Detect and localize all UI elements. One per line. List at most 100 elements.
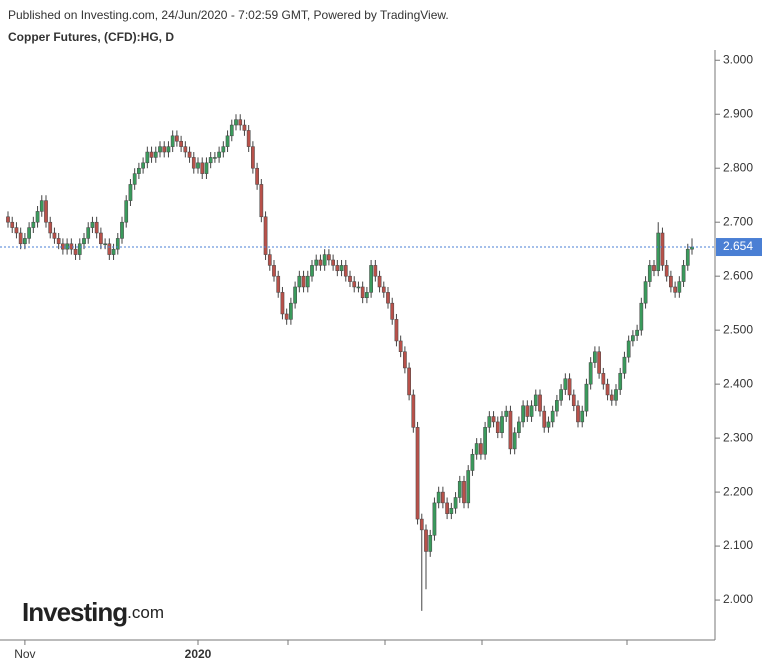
candle-body — [656, 232, 661, 272]
candle-body — [35, 211, 40, 223]
y-tick-label: 2.600 — [723, 268, 753, 282]
candle-body — [14, 227, 19, 234]
candle-body — [635, 329, 639, 336]
candle-body — [664, 265, 669, 277]
candle-body — [322, 254, 327, 266]
logo-main: Investing — [22, 597, 127, 627]
candle-body — [449, 508, 454, 514]
candle-body — [179, 140, 183, 147]
candle-body — [196, 162, 200, 169]
x-tick-label: Nov — [14, 647, 35, 661]
candle-body — [175, 135, 179, 142]
chart-title: Copper Futures, (CFD):HG, D — [8, 30, 174, 44]
candle-body — [327, 254, 331, 261]
published-note: Published on Investing.com, 24/Jun/2020 … — [8, 8, 449, 22]
candle-body — [153, 151, 158, 158]
candle-body — [348, 275, 352, 282]
candle-body — [652, 265, 656, 272]
candle-body — [73, 248, 78, 255]
candle-body — [436, 491, 441, 504]
candle-body — [90, 221, 95, 228]
candle-body — [660, 232, 665, 266]
candle-body — [23, 238, 27, 245]
candle-body — [331, 259, 335, 266]
candle-body — [394, 319, 399, 342]
candle-body — [622, 356, 627, 374]
candle-body — [491, 416, 496, 423]
y-tick-label: 2.900 — [723, 106, 753, 120]
candle-body — [234, 119, 238, 126]
y-tick-label: 2.500 — [723, 322, 753, 336]
candle-body — [86, 227, 91, 239]
candle-body — [208, 157, 213, 164]
candle-body — [77, 243, 82, 255]
candle-body — [276, 275, 281, 293]
y-tick-label: 2.300 — [723, 430, 753, 444]
candle-body — [517, 421, 521, 433]
candle-body — [643, 281, 648, 304]
candle-body — [335, 265, 340, 272]
candle-body — [280, 292, 285, 315]
candle-body — [284, 313, 289, 320]
candle-body — [373, 265, 378, 277]
candle-body — [588, 362, 593, 385]
y-tick-label: 3.000 — [723, 52, 753, 66]
candle-body — [381, 286, 386, 293]
candle-body — [559, 389, 563, 401]
candle-body — [453, 497, 458, 509]
candle-body — [238, 119, 243, 126]
candle-body — [94, 221, 99, 234]
candle-body — [259, 184, 264, 218]
candle-body — [149, 151, 154, 158]
candle-body — [145, 151, 150, 164]
candle-body — [618, 373, 623, 390]
candle-body — [356, 286, 361, 289]
candle-body — [685, 248, 690, 266]
candle-body — [597, 351, 601, 374]
candle-body — [593, 351, 597, 363]
candle-body — [225, 135, 230, 147]
candle-body — [272, 265, 276, 277]
candle-body — [512, 432, 517, 450]
candle-body — [609, 394, 614, 401]
candle-body — [124, 200, 129, 223]
candle-body — [166, 146, 171, 153]
last-price-box — [716, 238, 762, 257]
candle-body — [229, 124, 234, 137]
candle-body — [525, 405, 530, 417]
candle-body — [398, 340, 403, 352]
candle-body — [56, 238, 61, 245]
candle-body — [614, 389, 618, 401]
y-tick-label: 2.100 — [723, 538, 753, 552]
candle-body — [27, 227, 31, 239]
candle-body — [263, 216, 268, 255]
candle-body — [432, 502, 437, 536]
y-tick-label: 2.400 — [723, 376, 753, 390]
candle-body — [529, 405, 534, 417]
candle-body — [352, 281, 357, 288]
candle-body — [297, 275, 302, 288]
candle-body — [65, 243, 69, 250]
candle-body — [495, 421, 500, 433]
candle-body — [339, 265, 344, 272]
candle-body — [533, 394, 538, 406]
candle-body — [647, 265, 652, 282]
candle-body — [310, 265, 314, 277]
candle-body — [386, 292, 390, 304]
logo: Investing.com — [22, 597, 164, 627]
y-tick-label: 2.000 — [723, 592, 753, 606]
candle-body — [508, 410, 513, 450]
candle-body — [314, 259, 319, 266]
candle-body — [132, 173, 137, 185]
candle-body — [18, 232, 23, 245]
candle-body — [343, 265, 348, 277]
y-tick-label: 2.200 — [723, 484, 753, 498]
x-tick-label: 2020 — [185, 647, 212, 661]
last-price-label: 2.654 — [723, 239, 753, 253]
candle-body — [470, 454, 475, 471]
candle-body — [576, 405, 580, 423]
y-tick-label: 2.800 — [723, 160, 753, 174]
candle-body — [669, 275, 673, 288]
candle-body — [390, 302, 395, 320]
